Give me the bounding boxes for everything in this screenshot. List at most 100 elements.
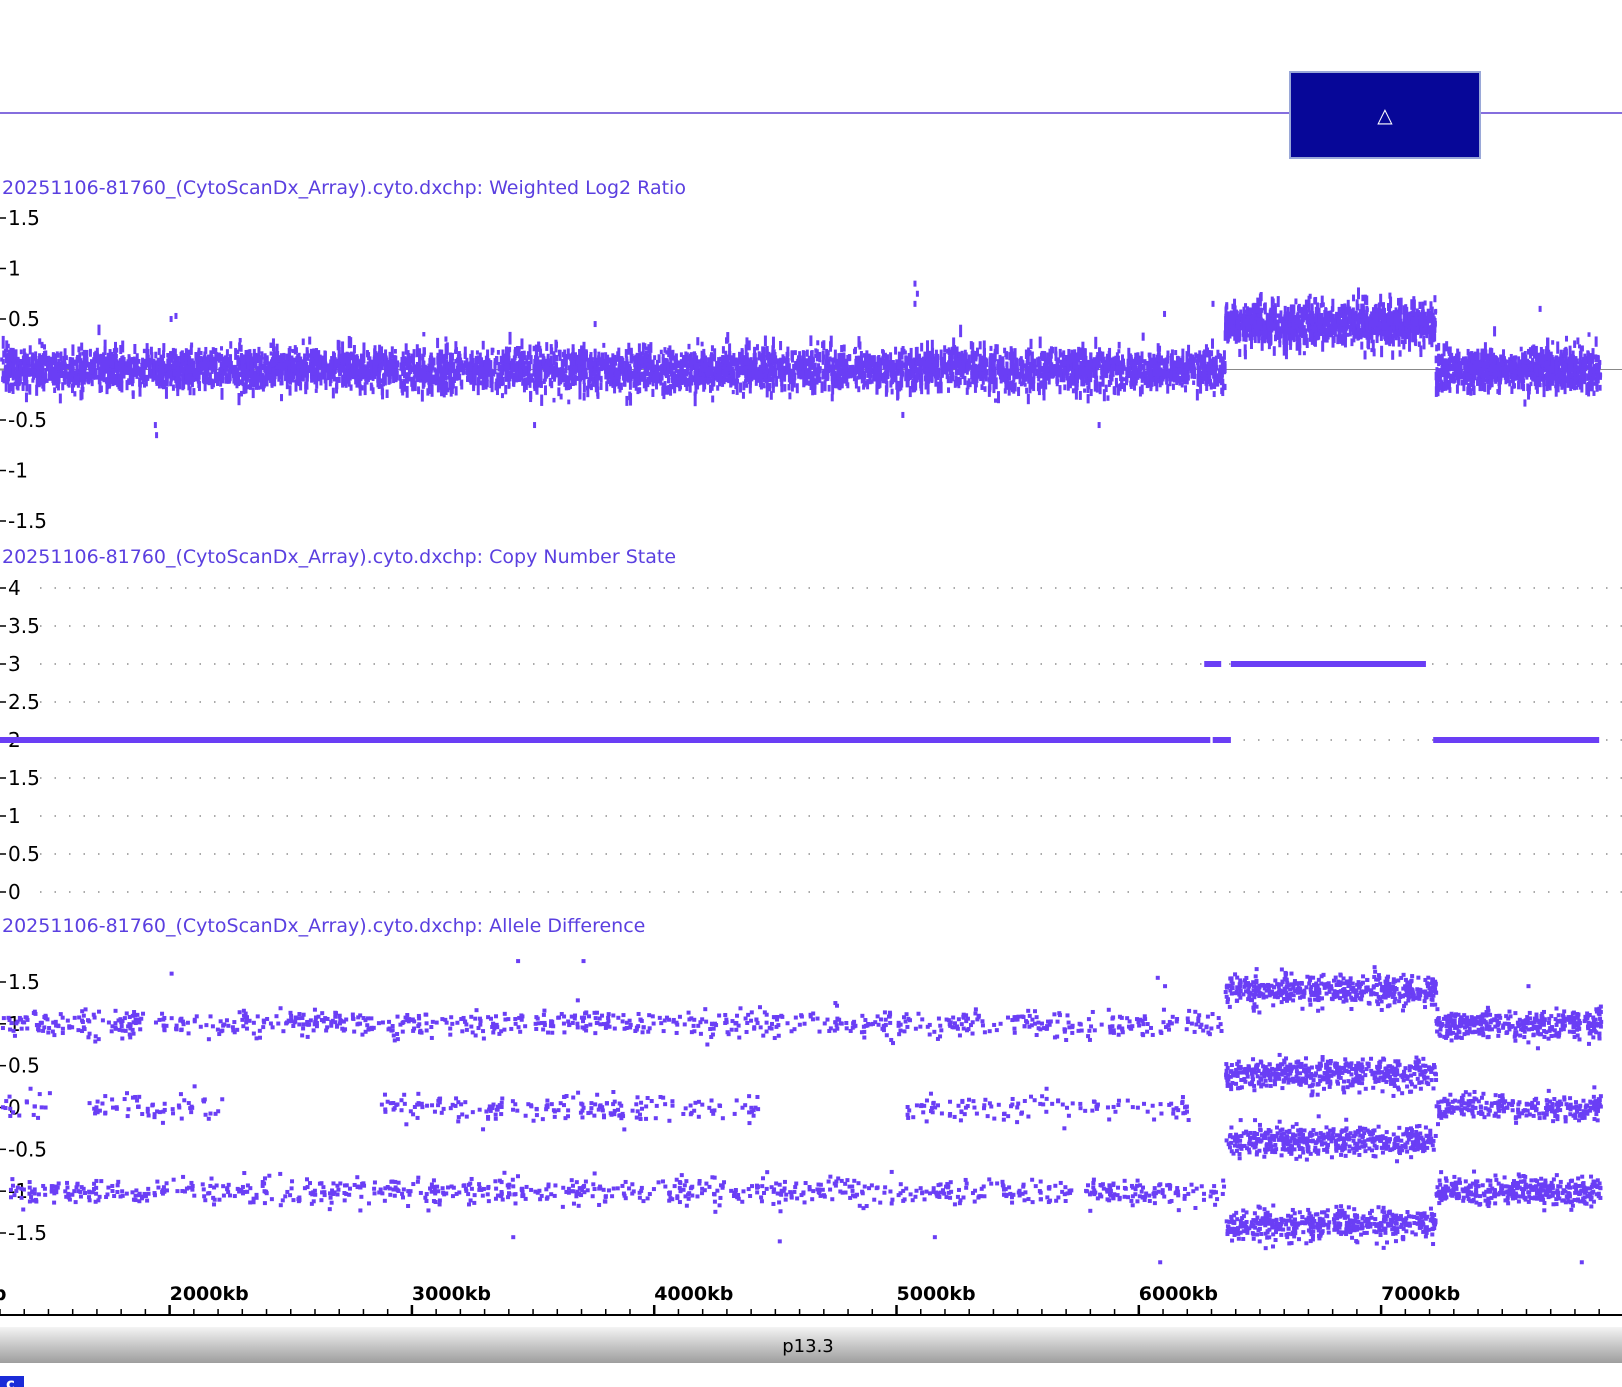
log2-point — [162, 343, 166, 352]
log2-point — [820, 381, 824, 393]
log2-point — [520, 338, 524, 350]
log2-point — [567, 365, 571, 371]
log2-point — [138, 385, 142, 397]
log2-point — [74, 370, 78, 377]
log2-point — [540, 394, 544, 406]
log2-point — [811, 387, 815, 396]
log2-point — [1074, 386, 1078, 400]
log2-point — [1071, 388, 1075, 394]
log2-point — [139, 368, 143, 380]
log2-point — [1355, 299, 1359, 311]
log2-point — [897, 359, 901, 368]
log2-point — [499, 355, 503, 365]
log2-point — [956, 356, 960, 369]
log2-point — [180, 350, 184, 360]
log2-point — [240, 359, 244, 366]
log2-point — [479, 374, 483, 380]
log2-point — [517, 346, 521, 359]
log2-point — [519, 351, 523, 358]
log2-point — [236, 374, 240, 384]
log2-point — [1106, 395, 1110, 401]
log2-point — [816, 367, 820, 375]
log2-point — [438, 360, 442, 366]
log2-point — [564, 368, 568, 374]
log2-point — [528, 377, 532, 388]
log2-point — [737, 365, 741, 377]
log2-point — [532, 380, 536, 389]
log2-point — [586, 357, 590, 368]
log2-point — [694, 368, 698, 381]
log2-point — [732, 352, 736, 366]
log2-point — [735, 383, 739, 395]
log2-point — [248, 366, 252, 372]
log2-point — [644, 379, 648, 392]
log2-point — [980, 356, 984, 367]
log2-point — [135, 353, 139, 362]
log2-point — [9, 347, 13, 360]
log2-point — [943, 345, 947, 353]
log2-point — [364, 374, 368, 382]
log2-point — [41, 377, 45, 386]
log2-point — [911, 370, 915, 378]
log2-point — [868, 366, 872, 372]
log2-point — [573, 374, 577, 386]
log2-point — [918, 353, 922, 364]
log2-point — [932, 369, 936, 375]
log2-point — [1063, 384, 1067, 391]
log2-point — [51, 353, 55, 360]
log2-point — [580, 345, 584, 352]
log2-point — [617, 379, 621, 389]
log2-point — [1026, 393, 1030, 405]
log2-point — [693, 391, 697, 396]
log2-point — [696, 362, 700, 370]
log2-point — [1012, 382, 1016, 394]
region-marker[interactable]: △ — [1289, 71, 1481, 159]
log2-point — [568, 383, 572, 389]
log2-point — [528, 344, 532, 357]
log2-point — [988, 383, 992, 390]
log2-point — [1196, 373, 1200, 387]
log2-point — [679, 370, 683, 376]
log2-point — [1199, 383, 1203, 394]
log2-point — [24, 375, 28, 381]
log2-point — [566, 348, 570, 360]
log2-point — [816, 340, 820, 346]
log2-point — [552, 353, 556, 366]
log2-point — [456, 363, 460, 372]
log2-point — [1184, 385, 1188, 393]
log2-point — [1212, 366, 1216, 372]
log2-point — [421, 367, 425, 381]
log2-point — [450, 354, 454, 368]
log2-point — [11, 347, 15, 359]
log2-point — [283, 360, 287, 371]
log2-point — [248, 349, 252, 359]
log2-point — [408, 356, 412, 368]
log2-point — [627, 342, 631, 355]
log2-point — [669, 384, 673, 396]
log2-point — [425, 366, 429, 374]
log2-point — [348, 354, 352, 367]
log2-point — [83, 360, 87, 372]
log2-point — [896, 388, 900, 401]
log2-point — [1098, 350, 1102, 362]
log2-point — [416, 370, 420, 377]
log2-point — [415, 344, 419, 358]
log2-point — [604, 372, 608, 380]
log2-point — [1360, 341, 1364, 350]
log2-point — [1054, 346, 1058, 356]
log2-point — [765, 378, 769, 383]
log2-point — [833, 349, 837, 360]
log2-point — [858, 341, 862, 350]
log2-point — [771, 375, 775, 388]
log2-point — [532, 366, 536, 377]
log2-point — [485, 379, 489, 388]
log2-point — [780, 381, 784, 393]
log2-point — [454, 347, 458, 352]
log2-point — [659, 349, 663, 355]
log2-point — [1071, 374, 1075, 386]
log2-point — [1174, 350, 1178, 356]
log2-point — [584, 349, 588, 361]
log2-point — [862, 353, 866, 358]
log2-point — [827, 367, 831, 373]
log2-point — [881, 359, 885, 365]
